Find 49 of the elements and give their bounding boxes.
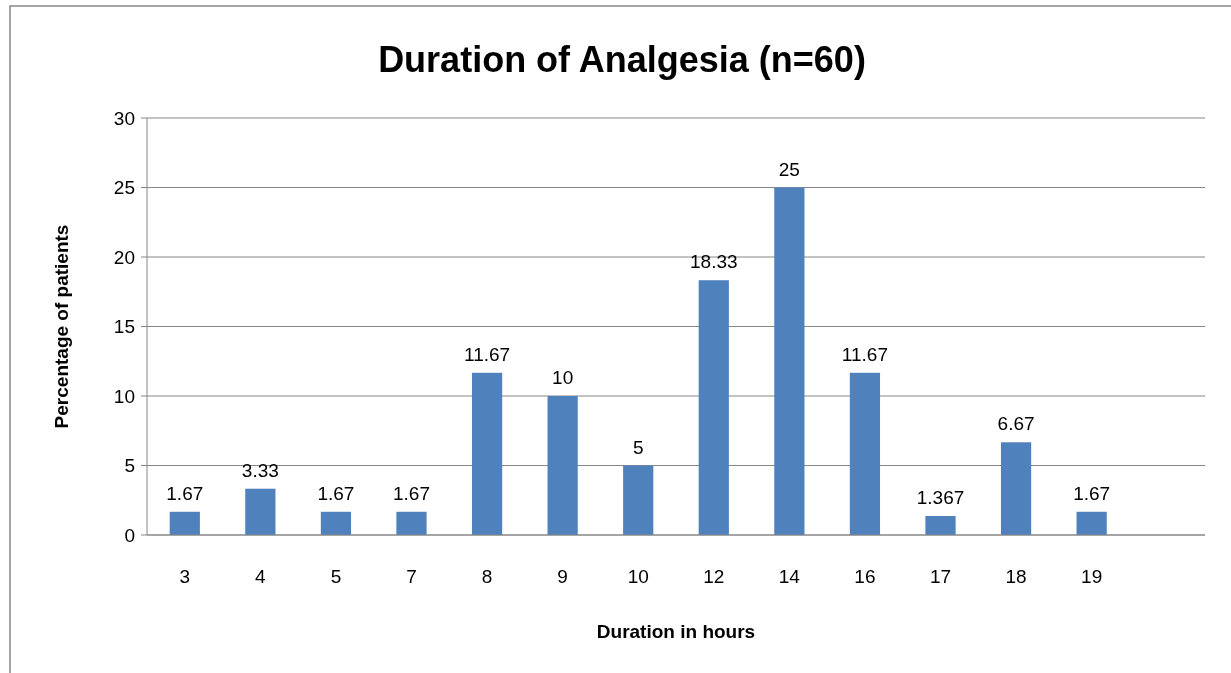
- y-tick-label: 5: [124, 455, 135, 477]
- data-label: 1.367: [916, 487, 965, 508]
- y-tick-label: 25: [113, 177, 135, 199]
- x-tick-label: 18: [1005, 566, 1027, 587]
- bar: [698, 280, 729, 535]
- x-tick-label: 9: [557, 566, 568, 587]
- x-tick-label: 16: [854, 566, 876, 587]
- y-tick-label: 10: [113, 385, 135, 407]
- bar: [169, 511, 200, 535]
- bar: [623, 465, 654, 535]
- bar: [1076, 511, 1107, 535]
- data-label: 11.67: [841, 343, 888, 365]
- x-tick-label: 5: [330, 566, 342, 587]
- chart-title: Duration of Analgesia (n=60): [378, 39, 866, 80]
- data-label: 11.67: [464, 343, 511, 365]
- bar: [547, 396, 578, 535]
- data-label: 3.33: [241, 459, 279, 481]
- x-tick-label: 4: [255, 566, 267, 587]
- x-tick-label: 12: [703, 566, 725, 587]
- bar: [245, 488, 276, 535]
- y-tick-label: 20: [113, 246, 135, 268]
- x-tick-label: 3: [179, 566, 191, 587]
- bar: [471, 372, 503, 535]
- y-tick-label: 0: [124, 524, 135, 546]
- bar: [1000, 442, 1032, 535]
- y-axis-title: Percentage of patients: [51, 224, 72, 429]
- data-label: 1.67: [317, 482, 355, 504]
- x-tick-label: 10: [627, 566, 649, 587]
- data-label: 1.67: [166, 482, 204, 504]
- y-tick-label: 15: [113, 316, 135, 338]
- data-label: 25: [778, 158, 800, 180]
- bar: [396, 511, 427, 535]
- bar: [320, 511, 352, 535]
- bar: [849, 372, 881, 535]
- x-tick-label: 7: [406, 566, 417, 587]
- x-axis-title: Duration in hours: [596, 621, 756, 642]
- y-tick-label: 30: [113, 107, 135, 129]
- data-label: 1.67: [393, 482, 430, 504]
- x-tick-label: 8: [481, 566, 493, 587]
- data-label: 10: [552, 367, 574, 388]
- x-tick-label: 19: [1081, 566, 1103, 587]
- data-label: 5: [632, 436, 644, 458]
- x-tick-label: 17: [929, 566, 952, 587]
- data-label: 18.33: [690, 251, 738, 273]
- bar: [774, 187, 805, 535]
- data-label: 6.67: [997, 413, 1035, 435]
- bar: [925, 516, 956, 535]
- x-tick-label: 14: [778, 566, 801, 587]
- data-label: 1.67: [1073, 482, 1111, 504]
